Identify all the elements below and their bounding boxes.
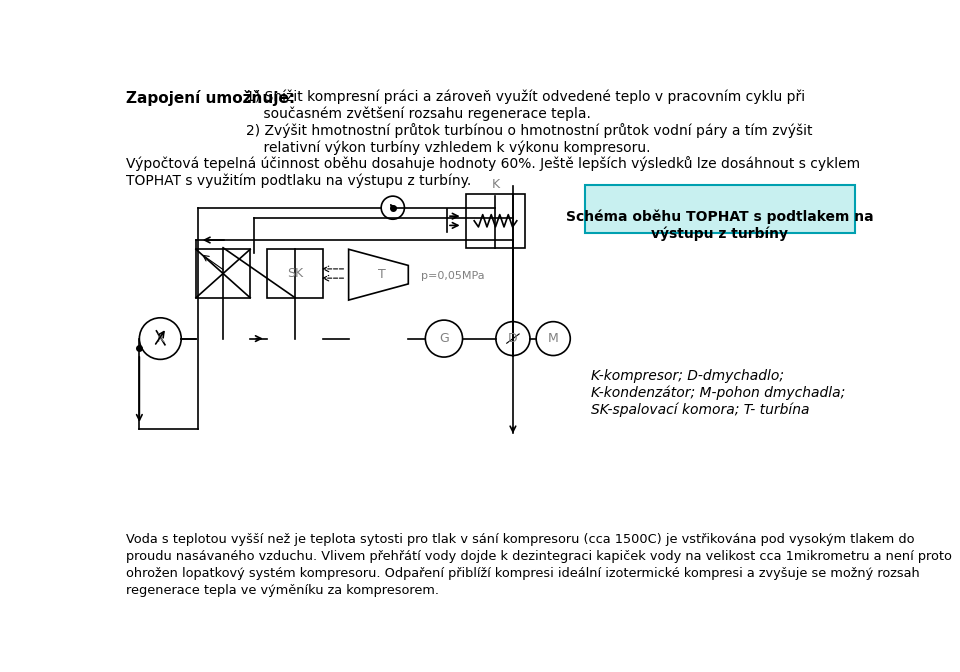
Text: T: T	[378, 268, 386, 281]
FancyBboxPatch shape	[585, 185, 854, 233]
Text: Voda s teplotou vyšší než je teplota sytosti pro tlak v sání kompresoru (cca 150: Voda s teplotou vyšší než je teplota syt…	[126, 534, 952, 597]
Text: Schéma oběhu TOPHAT s podtlakem na
výstupu z turbíny: Schéma oběhu TOPHAT s podtlakem na výstu…	[566, 210, 874, 241]
Bar	[196, 249, 251, 298]
Text: p=0,05MPa: p=0,05MPa	[420, 271, 485, 281]
Text: K: K	[156, 332, 164, 345]
Text: Výpočtová tepelná účinnost oběhu dosahuje hodnoty 60%. Ještě lepších výsledků lz: Výpočtová tepelná účinnost oběhu dosahuj…	[126, 156, 860, 188]
Bar	[467, 194, 524, 248]
Text: SK: SK	[287, 267, 303, 280]
Text: 2) Zvýšit hmotnostní průtok turbínou o hmotnostní průtok vodní páry a tím zvýšit: 2) Zvýšit hmotnostní průtok turbínou o h…	[246, 123, 812, 155]
Text: 1) Snížit kompresní práci a zároveň využít odvedené teplo v pracovním cyklu při
: 1) Snížit kompresní práci a zároveň využ…	[246, 90, 804, 121]
Text: G: G	[439, 332, 449, 345]
Text: K: K	[492, 178, 499, 191]
Text: K-kompresor; D-dmychadlo;
K-kondenzátor; M-pohon dmychadla;
SK-spalovací komora;: K-kompresor; D-dmychadlo; K-kondenzátor;…	[591, 370, 846, 417]
Text: M: M	[548, 332, 559, 345]
Text: Zapojení umožňuje:: Zapojení umožňuje:	[126, 90, 296, 106]
Text: D: D	[508, 332, 517, 345]
Bar	[267, 249, 324, 298]
